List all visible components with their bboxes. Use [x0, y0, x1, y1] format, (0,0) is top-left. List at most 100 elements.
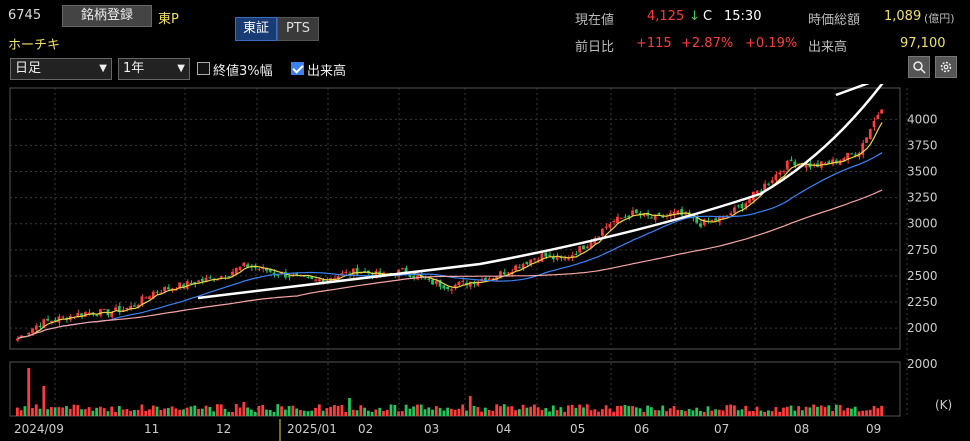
candle-body: [317, 279, 321, 282]
volume-value: 97,100: [900, 36, 946, 51]
candle-body: [283, 271, 287, 278]
volume-bar: [767, 410, 770, 416]
candle-body: [178, 282, 182, 289]
volume-bar: [370, 411, 374, 416]
candle-body: [566, 258, 570, 260]
candle-body: [446, 287, 449, 289]
volume-bar: [314, 407, 317, 416]
stock-name: ホーチキ: [8, 38, 61, 53]
candle-body: [344, 271, 348, 273]
candle-body: [744, 203, 748, 208]
candle-body: [627, 215, 631, 218]
close-3pct-checkbox[interactable]: [197, 62, 210, 75]
candle-body: [200, 278, 204, 282]
candle-body: [76, 313, 80, 317]
volume-bar: [438, 407, 442, 416]
candle-body: [748, 199, 751, 204]
volume-bar: [642, 411, 646, 416]
volume-bar: [453, 409, 457, 416]
candle-body: [170, 288, 174, 290]
volume-bar: [480, 411, 483, 416]
candle-body: [136, 304, 140, 309]
candle-body: [438, 280, 442, 287]
volume-bar: [174, 408, 178, 416]
candle-body: [272, 272, 276, 274]
close-flag: C: [703, 9, 713, 24]
volume-bar: [525, 407, 529, 416]
volume-bar: [555, 410, 559, 416]
candle-body: [340, 273, 344, 275]
volume-bar: [710, 410, 714, 416]
range-select[interactable]: 1年 ▼: [118, 58, 190, 80]
volume-bar: [495, 404, 499, 416]
volume-bar: [729, 404, 733, 416]
candle-body: [868, 129, 872, 140]
volume-bar: [472, 405, 476, 416]
volume-bar: [197, 408, 200, 416]
gear-icon[interactable]: [935, 56, 957, 78]
price-plot-frame: [9, 87, 901, 350]
change-label: 前日比: [575, 40, 615, 55]
candle-body: [404, 267, 408, 274]
volume-bar: [212, 411, 216, 416]
candle-body: [95, 314, 99, 316]
volume-bar: [159, 409, 163, 416]
candle-body: [314, 279, 317, 281]
volume-bar: [506, 406, 510, 416]
candle-body: [457, 281, 461, 286]
volume-bar: [321, 410, 325, 416]
volume-bar: [216, 404, 219, 416]
volume-bar: [95, 407, 99, 416]
volume-checkbox[interactable]: [291, 62, 304, 75]
volume-bar: [819, 405, 823, 416]
market-cap-value: 1,089: [884, 9, 922, 24]
tab-tosho[interactable]: 東証: [235, 17, 277, 41]
volume-bar: [140, 404, 144, 416]
volume-bar: [816, 406, 819, 416]
volume-bar: [578, 404, 582, 416]
candle-body: [434, 280, 438, 284]
volume-bar: [687, 408, 691, 416]
volume-bar: [491, 410, 495, 416]
x-tick-label: 08: [794, 422, 809, 436]
candle-body: [351, 268, 355, 276]
volume-unit-label: (K): [935, 398, 952, 412]
volume-bar: [114, 411, 117, 416]
volume-bar: [725, 405, 729, 416]
volume-bar: [533, 404, 536, 416]
volume-bar: [412, 406, 416, 416]
volume-bar: [434, 406, 438, 416]
candle-body: [453, 284, 457, 289]
candle-body: [721, 215, 725, 220]
candle-body: [336, 276, 340, 279]
candle-body: [487, 278, 491, 281]
price-chart[interactable]: 2000 2250 2500 2750 3000 3250 3500 3750 4000 2000…: [0, 84, 970, 441]
volume-bar: [42, 386, 46, 416]
range-select-value: 1年: [123, 61, 145, 76]
zoom-icon[interactable]: [908, 56, 930, 78]
candle-body: [129, 306, 132, 309]
volume-bar: [272, 411, 276, 416]
candle-body: [661, 216, 665, 218]
x-tick-label: 02: [358, 422, 373, 436]
volume-bar: [623, 404, 627, 416]
close-3pct-label: 終値3%幅: [213, 64, 273, 79]
volume-bar: [219, 404, 223, 416]
volume-bar: [876, 408, 880, 416]
candle-body: [616, 216, 619, 224]
volume-bar: [280, 406, 283, 416]
candle-body: [770, 180, 774, 184]
candle-body: [729, 213, 733, 216]
candle-body: [19, 335, 23, 337]
volume-bar: [846, 407, 850, 416]
register-button[interactable]: 銘柄登録: [62, 5, 152, 27]
candle-body: [872, 120, 876, 128]
tab-pts[interactable]: PTS: [277, 17, 319, 41]
volume-bar: [249, 409, 253, 416]
candle-body: [182, 284, 185, 287]
candle-body: [846, 152, 850, 161]
volume-bar: [461, 404, 465, 416]
candle-body: [634, 209, 638, 214]
current-price: 4,125: [647, 9, 685, 24]
period-select[interactable]: 日足 ▼: [10, 58, 112, 80]
